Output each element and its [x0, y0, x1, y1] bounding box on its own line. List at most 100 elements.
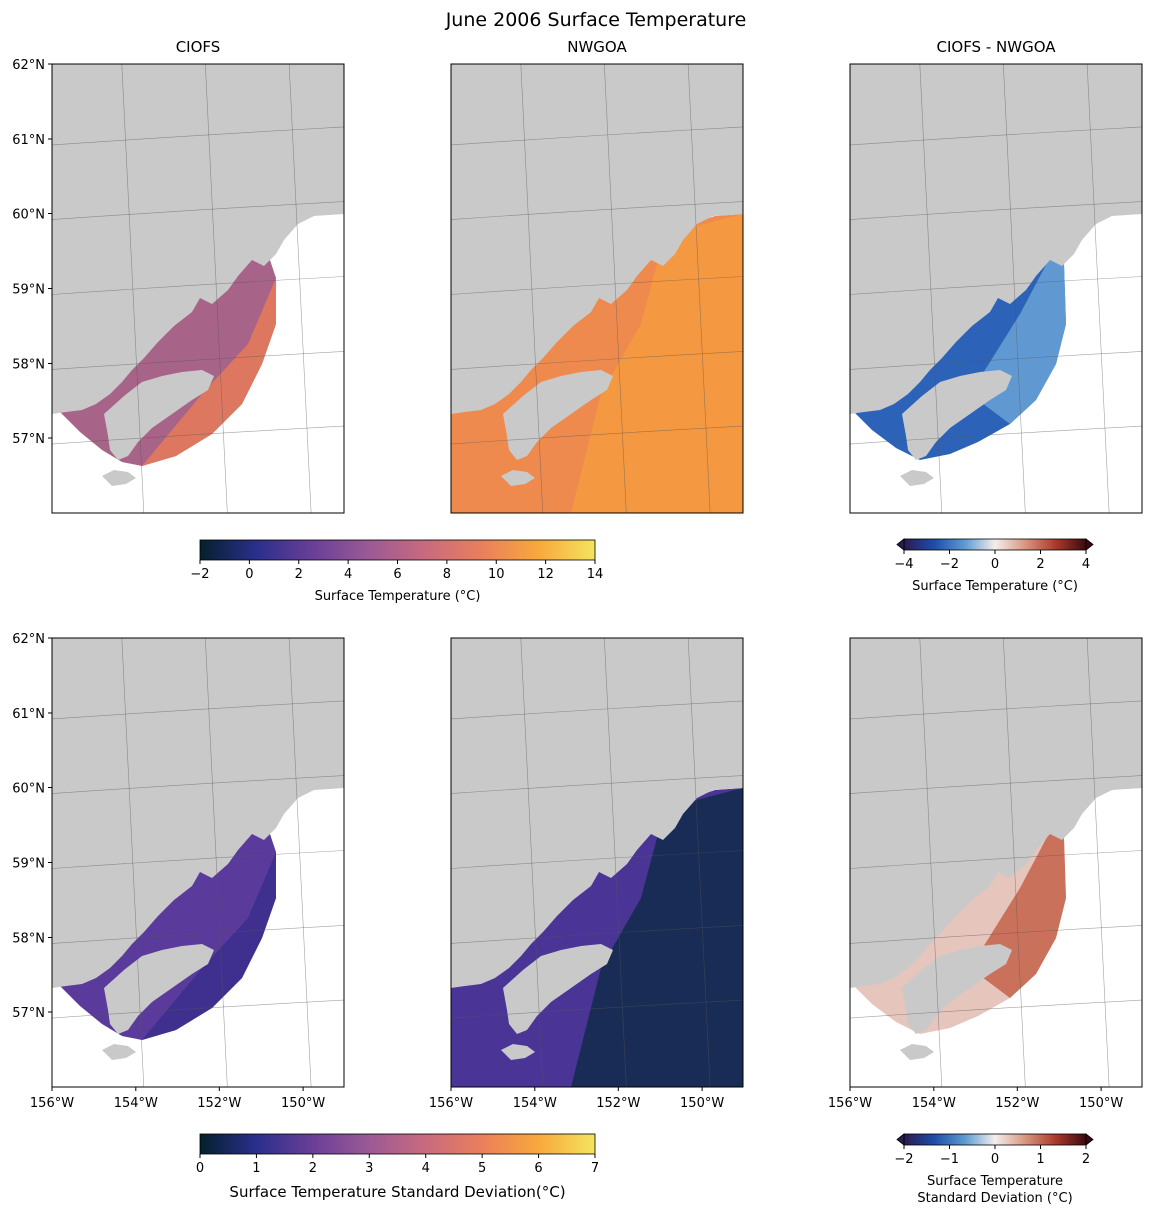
colorbar-label-line: Standard Deviation (°C)	[917, 1191, 1072, 1206]
colorbar-4: −2 −1 0 1 2 Surface Temperature Standard Devia…	[894, 1133, 1094, 1206]
graticule	[52, 64, 344, 513]
colorbar-tick-label: 0	[196, 1161, 204, 1176]
land-mainland	[850, 64, 1142, 414]
lat-tick-label: 57°N	[12, 1006, 45, 1021]
lat-tick-label: 59°N	[12, 283, 45, 298]
land-peninsula	[503, 370, 613, 460]
land-islands	[102, 1044, 136, 1060]
colorbar-tick-label: 3	[365, 1161, 373, 1176]
graticule	[850, 64, 1142, 513]
colorbar-tick-label: −2	[894, 1152, 913, 1167]
colorbar-tick-label: 0	[245, 567, 253, 582]
graticule	[451, 64, 743, 513]
figure-title: June 2006 Surface Temperature	[445, 9, 747, 31]
colorbar-tick-label: 1	[1036, 1152, 1044, 1167]
map-panel-1: CIOFS 62°N 61°N 60°N 59°N 58°N 57°N	[12, 38, 345, 514]
colorbar-tick-label: 4	[1082, 557, 1090, 572]
lat-tick-label: 60°N	[12, 208, 45, 223]
panel-title: CIOFS - NWGOA	[936, 38, 1056, 56]
map-area	[52, 638, 344, 1087]
colorbar-tick-label: −2	[940, 557, 959, 572]
colorbar-gradient	[199, 539, 596, 561]
land-islands	[900, 1044, 934, 1060]
land-islands	[501, 470, 535, 486]
colorbar-2: −4 −2 0 2 4 Surface Temperature (°C)	[894, 538, 1094, 594]
colorbar-label: Surface Temperature (°C)	[912, 579, 1078, 594]
colorbar-label: Surface Temperature (°C)	[315, 589, 481, 604]
lon-tick-label: 152°W	[596, 1096, 640, 1111]
map-panel-2: NWGOA	[450, 38, 744, 514]
colorbar-tick-label: −4	[894, 557, 913, 572]
panel-frame	[849, 63, 1143, 514]
map-panel-5: 156°W 154°W 152°W 150°W	[429, 637, 744, 1111]
land-peninsula	[104, 370, 214, 460]
colorbar-tick-label: 1	[252, 1161, 260, 1176]
lon-tick-label: 156°W	[429, 1096, 473, 1111]
land-cove	[986, 264, 1010, 284]
lon-tick-label: 150°W	[1079, 1096, 1123, 1111]
colorbar-tick-label: 2	[1036, 557, 1044, 572]
graticule	[850, 638, 1142, 1087]
lon-tick-label: 154°W	[513, 1096, 557, 1111]
land-mainland	[52, 64, 344, 414]
colorbar-tick-label: 5	[478, 1161, 486, 1176]
colorbar-tick-label: 6	[393, 567, 401, 582]
lat-tick-label: 58°N	[12, 931, 45, 946]
model-field-outer	[142, 852, 276, 1040]
lon-tick-label: 156°W	[30, 1096, 74, 1111]
colorbar-tick-label: 0	[991, 557, 999, 572]
colorbar-gradient	[903, 1133, 1087, 1146]
colorbar-tick-label: 0	[991, 1152, 999, 1167]
land-islands	[501, 1044, 535, 1060]
land-cove	[188, 838, 212, 858]
land-islands	[900, 470, 934, 486]
lat-tick-label: 59°N	[12, 857, 45, 872]
land-peninsula	[902, 370, 1012, 460]
land-mainland	[451, 638, 743, 988]
colorbar-tick-label: 2	[1082, 1152, 1090, 1167]
land-peninsula	[503, 944, 613, 1034]
lon-tick-label: 150°W	[281, 1096, 325, 1111]
model-field-outer	[142, 278, 276, 466]
map-panels: CIOFS 62°N 61°N 60°N 59°N 58°N 57°N NWGOA CIOFS …	[12, 38, 1143, 1111]
colorbar-label: Surface Temperature Standard Deviation(°…	[229, 1183, 565, 1201]
lat-tick-label: 62°N	[12, 632, 45, 647]
model-field-outer	[571, 788, 743, 1087]
colorbar-extend-high	[1085, 538, 1094, 551]
colorbar-1: −2 0 2 4 6 8 10 12 14 Surface Temperature (°C)	[190, 539, 603, 604]
panel-frame	[450, 63, 744, 514]
lon-tick-label: 154°W	[114, 1096, 158, 1111]
colorbar-tick-label: −1	[940, 1152, 959, 1167]
lat-tick-label: 57°N	[12, 432, 45, 447]
land-islands	[102, 470, 136, 486]
colorbar-tick-label: 2	[295, 567, 303, 582]
lon-tick-label: 152°W	[197, 1096, 241, 1111]
graticule	[451, 638, 743, 1087]
land-mainland	[451, 64, 743, 414]
colorbar-tick-label: 8	[443, 567, 451, 582]
map-panel-6: 156°W 154°W 152°W 150°W	[828, 637, 1143, 1111]
colorbar-3: 0 1 2 3 4 5 6 7 Surface Temperature Standard Dev…	[196, 1133, 599, 1201]
colorbar-label-line: Surface Temperature	[927, 1174, 1063, 1189]
model-field-outer	[571, 214, 743, 513]
map-panel-3: CIOFS - NWGOA	[849, 38, 1143, 514]
panel-frame	[450, 637, 744, 1088]
lat-tick-label: 58°N	[12, 357, 45, 372]
colorbar-tick-label: 7	[591, 1161, 599, 1176]
land-mainland	[52, 638, 344, 988]
lon-tick-label: 154°W	[912, 1096, 956, 1111]
colorbar-tick-label: 6	[534, 1161, 542, 1176]
map-panel-4: 62°N 61°N 60°N 59°N 58°N 57°N 156°W 154°W 152°W 1…	[12, 632, 345, 1111]
land-peninsula	[902, 944, 1012, 1034]
colorbar-tick-label: 10	[488, 567, 505, 582]
colorbar-tick-label: 2	[309, 1161, 317, 1176]
colorbar-extend-low	[896, 1133, 905, 1146]
land-peninsula	[104, 944, 214, 1034]
lon-tick-label: 152°W	[995, 1096, 1039, 1111]
lat-tick-label: 62°N	[12, 58, 45, 73]
land-mainland	[850, 638, 1142, 988]
panel-frame	[849, 637, 1143, 1088]
colorbar-gradient	[199, 1133, 596, 1155]
colorbar-extend-high	[1085, 1133, 1094, 1146]
